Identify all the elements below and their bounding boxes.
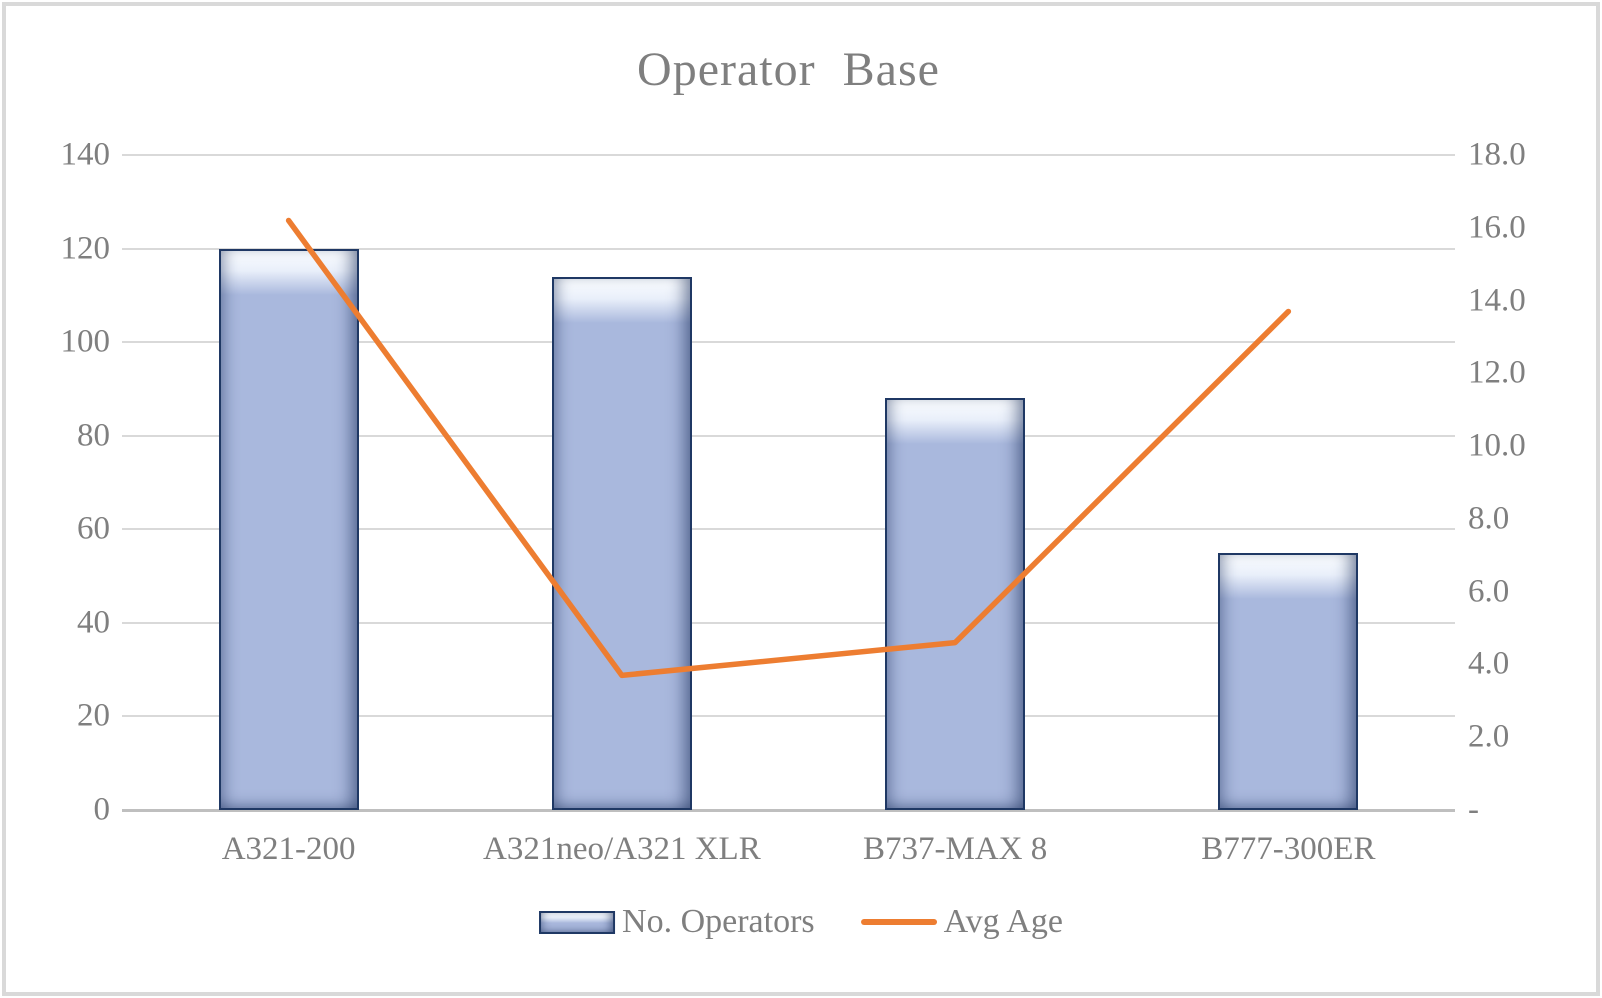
- left-axis-tick-label: 120: [60, 230, 111, 267]
- legend-label-operators: No. Operators: [622, 903, 815, 940]
- right-axis-tick-label: 18.0: [1468, 136, 1526, 173]
- legend: No. Operators Avg Age: [539, 903, 1063, 941]
- left-axis-tick-label: 40: [77, 604, 110, 641]
- bar-B777-300ER: [1218, 552, 1359, 810]
- right-axis-tick-label: 10.0: [1468, 427, 1526, 464]
- left-axis-tick-label: 20: [77, 697, 110, 734]
- category-label: B737-MAX 8: [862, 831, 1048, 867]
- bar-B737-MAX 8: [885, 398, 1026, 810]
- right-axis-tick-label: 16.0: [1468, 209, 1526, 246]
- bar-A321neo/A321 XLR: [551, 276, 692, 810]
- left-axis-tick-label: 60: [77, 510, 110, 547]
- category-label: A321neo/A321 XLR: [483, 831, 761, 867]
- legend-entry-avg-age: Avg Age: [860, 903, 1063, 941]
- legend-label-avg-age: Avg Age: [943, 903, 1063, 940]
- right-axis-tick-label: 4.0: [1468, 645, 1510, 682]
- gridline: [122, 154, 1455, 156]
- category-label: B777-300ER: [1201, 831, 1376, 867]
- right-axis-tick-label: -: [1468, 791, 1479, 828]
- category-label: A321-200: [221, 831, 356, 867]
- gridline: [122, 715, 1455, 718]
- right-axis-tick-label: 14.0: [1468, 282, 1526, 319]
- right-axis-tick-label: 2.0: [1468, 718, 1510, 755]
- chart-title: Operator Base: [637, 43, 940, 96]
- right-axis-tick-label: 12.0: [1468, 354, 1526, 391]
- left-axis-tick-label: 0: [93, 791, 111, 828]
- avg-age-line: [285, 217, 1292, 679]
- x-axis-line: [122, 809, 1455, 812]
- left-axis-tick-label: 140: [60, 136, 111, 173]
- right-axis-tick-label: 8.0: [1468, 500, 1510, 537]
- line-series-swatch-icon: [860, 919, 937, 925]
- bar-A321-200: [218, 248, 359, 810]
- right-axis-tick-label: 6.0: [1468, 573, 1510, 610]
- bar-series-swatch-icon: [539, 910, 616, 934]
- left-axis-tick-label: 100: [60, 323, 111, 360]
- legend-entry-operators: No. Operators: [539, 903, 815, 941]
- left-axis-tick-label: 80: [77, 417, 110, 454]
